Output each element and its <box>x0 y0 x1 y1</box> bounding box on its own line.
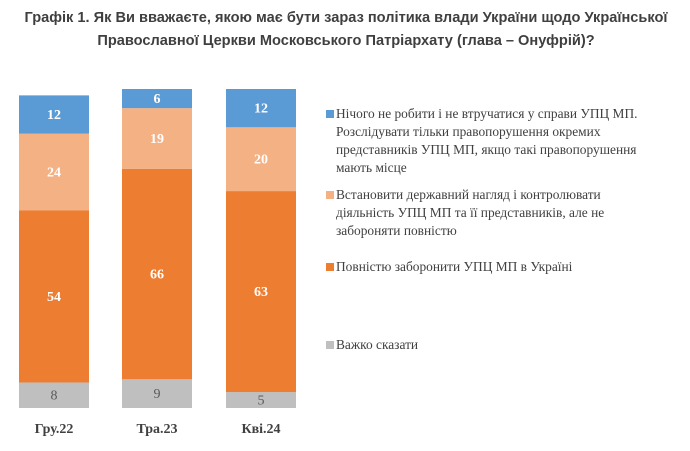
bar-segment <box>226 191 296 393</box>
bar-segment <box>19 382 89 408</box>
bar-segment <box>19 133 89 211</box>
data-label: 12 <box>254 102 268 117</box>
legend-label: Встановити державний нагляд і контролюва… <box>336 187 605 238</box>
bar-segment <box>122 379 192 408</box>
bar-segment <box>226 127 296 192</box>
data-label: 24 <box>47 165 61 180</box>
legend-label: Нічого не робити і не втручатися у справ… <box>336 106 638 175</box>
data-label: 20 <box>254 153 268 168</box>
bar-segment <box>19 95 89 134</box>
bar-segment <box>226 392 296 408</box>
legend-swatch-light-orange <box>326 191 334 199</box>
bar-segment <box>226 89 296 128</box>
legend-item-hard-to-say: Важко сказати <box>326 336 656 354</box>
data-label: 6 <box>154 92 161 107</box>
legend-swatch-blue <box>326 110 334 118</box>
bar-segment <box>122 108 192 169</box>
data-label: 8 <box>51 389 58 404</box>
legend-label: Важко сказати <box>336 337 419 352</box>
legend-item-do-nothing: Нічого не робити і не втручатися у справ… <box>326 105 656 177</box>
chart-title: Графік 1. Як Ви вважаєте, якою має бути … <box>24 10 668 49</box>
data-label: 19 <box>150 132 164 147</box>
data-label: 63 <box>254 285 268 300</box>
data-label: 54 <box>47 290 61 305</box>
legend-item-ban: Повністю заборонити УПЦ МП в Україні <box>326 258 656 276</box>
legend-swatch-orange <box>326 263 334 271</box>
data-label: 12 <box>47 108 61 123</box>
data-label: 5 <box>258 394 265 409</box>
category-label: Тра.23 <box>136 422 177 437</box>
bar-segment <box>19 210 89 383</box>
data-label: 66 <box>150 268 164 283</box>
legend-item-oversight: Встановити державний нагляд і контролюва… <box>326 186 656 240</box>
bar-segment <box>122 89 192 109</box>
category-label: Кві.24 <box>241 422 280 437</box>
bar-segment <box>122 168 192 380</box>
legend-swatch-gray <box>326 341 334 349</box>
category-label: Гру.22 <box>35 422 74 437</box>
legend-label: Повністю заборонити УПЦ МП в Україні <box>336 259 573 274</box>
data-label: 9 <box>154 387 161 402</box>
